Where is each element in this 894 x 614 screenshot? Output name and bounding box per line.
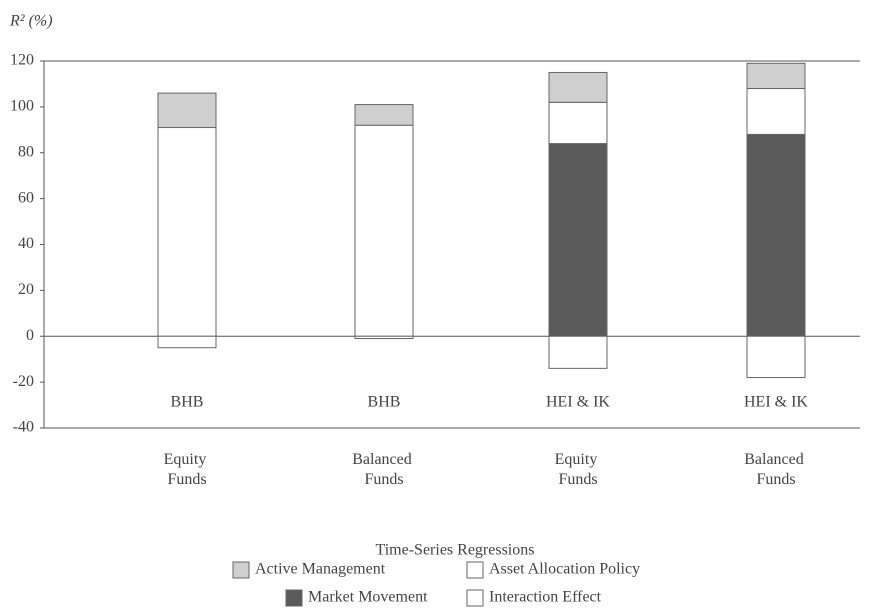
- y-axis-label: R² (%): [9, 13, 53, 30]
- bar-segment: [354, 104, 414, 126]
- y-tick-label: -40: [13, 419, 34, 436]
- x-tick-label-line: Funds: [167, 471, 206, 488]
- legend-swatch: [285, 589, 303, 607]
- y-tick-label: 40: [18, 235, 34, 252]
- x-tick-label-line: Equity: [164, 451, 211, 468]
- bar-segment: [746, 62, 806, 90]
- bar-annotation: HEI & IK: [744, 394, 808, 411]
- bar-segment: [746, 335, 806, 379]
- bar-segment: [157, 92, 217, 129]
- legend-swatch: [466, 561, 484, 579]
- bar-annotation: BHB: [171, 394, 204, 411]
- bar-segment: [157, 335, 217, 349]
- bar-segment: [746, 88, 806, 135]
- bar-annotation: HEI & IK: [546, 394, 610, 411]
- y-tick-label: 60: [18, 189, 34, 206]
- bar-segment: [548, 71, 608, 103]
- legend-label: Market Movement: [308, 589, 428, 606]
- bar-segment: [548, 101, 608, 145]
- bar-segment: [746, 133, 806, 337]
- y-tick-label: 0: [26, 327, 34, 344]
- x-tick-label-line: Funds: [756, 471, 795, 488]
- bar-annotation: BHB: [368, 394, 401, 411]
- bar-segment: [157, 127, 217, 337]
- x-tick-label-line: Balanced: [744, 451, 808, 468]
- legend-swatch: [232, 561, 250, 579]
- y-tick-label: 100: [10, 98, 34, 115]
- y-tick-label: 20: [18, 281, 34, 298]
- x-tick-label-line: Funds: [558, 471, 597, 488]
- x-axis-label: Time-Series Regressions: [376, 542, 535, 559]
- x-tick-label-line: Balanced: [352, 451, 416, 468]
- x-tick-label-line: Equity: [555, 451, 602, 468]
- legend-swatch: [466, 589, 484, 607]
- bar-segment: [548, 143, 608, 337]
- legend-label: Interaction Effect: [489, 589, 602, 606]
- bar-segment: [354, 124, 414, 337]
- legend-label: Active Management: [255, 561, 386, 578]
- y-tick-label: 120: [10, 52, 34, 69]
- y-tick-label: -20: [13, 373, 34, 390]
- x-tick-label-line: Funds: [364, 471, 403, 488]
- x-tick-label: Balanced Funds: [744, 451, 808, 488]
- bar-segment: [354, 335, 414, 340]
- legend-label: Asset Allocation Policy: [489, 561, 640, 578]
- x-tick-label: Equity Funds: [164, 451, 211, 488]
- bar-segment: [548, 335, 608, 369]
- x-tick-label: Equity Funds: [555, 451, 602, 488]
- x-tick-label: Balanced Funds: [352, 451, 416, 488]
- y-tick-label: 80: [18, 143, 34, 160]
